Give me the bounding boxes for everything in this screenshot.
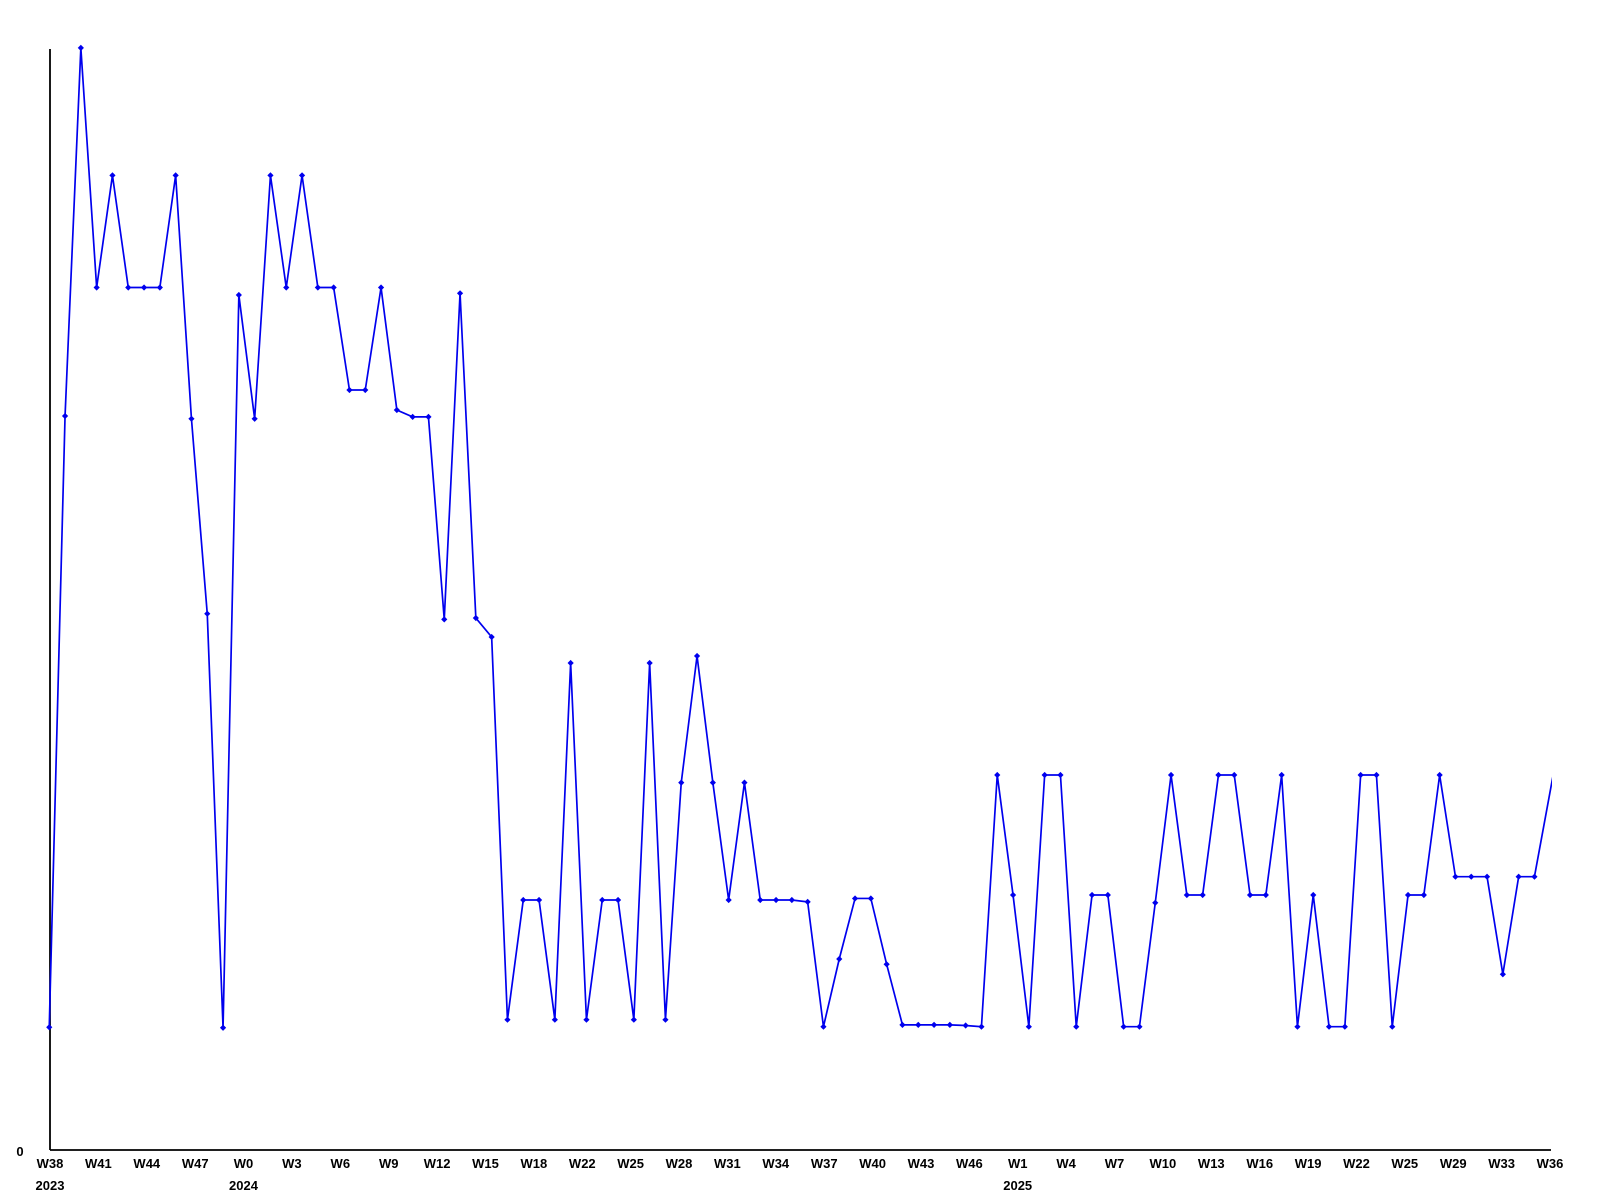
svg-text:W18: W18 bbox=[521, 1156, 548, 1171]
svg-text:W34: W34 bbox=[762, 1156, 790, 1171]
svg-text:W7: W7 bbox=[1105, 1156, 1125, 1171]
svg-text:W4: W4 bbox=[1056, 1156, 1076, 1171]
svg-text:2024: 2024 bbox=[229, 1178, 259, 1193]
svg-text:W16: W16 bbox=[1246, 1156, 1273, 1171]
svg-text:W10: W10 bbox=[1150, 1156, 1177, 1171]
svg-text:W37: W37 bbox=[811, 1156, 838, 1171]
svg-text:2025: 2025 bbox=[1003, 1178, 1032, 1193]
svg-text:W40: W40 bbox=[859, 1156, 886, 1171]
svg-text:W43: W43 bbox=[908, 1156, 935, 1171]
svg-text:W46: W46 bbox=[956, 1156, 983, 1171]
svg-text:W47: W47 bbox=[182, 1156, 209, 1171]
svg-text:W25: W25 bbox=[1391, 1156, 1418, 1171]
svg-text:W28: W28 bbox=[666, 1156, 693, 1171]
svg-text:W36: W36 bbox=[1537, 1156, 1564, 1171]
svg-text:W1: W1 bbox=[1008, 1156, 1028, 1171]
svg-text:W6: W6 bbox=[331, 1156, 351, 1171]
svg-text:W38: W38 bbox=[37, 1156, 64, 1171]
svg-text:W3: W3 bbox=[282, 1156, 302, 1171]
svg-text:W22: W22 bbox=[569, 1156, 596, 1171]
svg-text:W19: W19 bbox=[1295, 1156, 1322, 1171]
svg-text:W0: W0 bbox=[234, 1156, 254, 1171]
svg-text:W41: W41 bbox=[85, 1156, 112, 1171]
svg-text:W44: W44 bbox=[133, 1156, 161, 1171]
svg-text:W12: W12 bbox=[424, 1156, 451, 1171]
svg-text:W33: W33 bbox=[1488, 1156, 1515, 1171]
svg-text:2023: 2023 bbox=[36, 1178, 65, 1193]
svg-text:W22: W22 bbox=[1343, 1156, 1370, 1171]
svg-text:W25: W25 bbox=[617, 1156, 644, 1171]
svg-text:0: 0 bbox=[16, 1144, 23, 1159]
svg-text:W29: W29 bbox=[1440, 1156, 1467, 1171]
svg-text:W15: W15 bbox=[472, 1156, 499, 1171]
svg-text:W31: W31 bbox=[714, 1156, 741, 1171]
svg-text:W13: W13 bbox=[1198, 1156, 1225, 1171]
svg-text:W9: W9 bbox=[379, 1156, 399, 1171]
